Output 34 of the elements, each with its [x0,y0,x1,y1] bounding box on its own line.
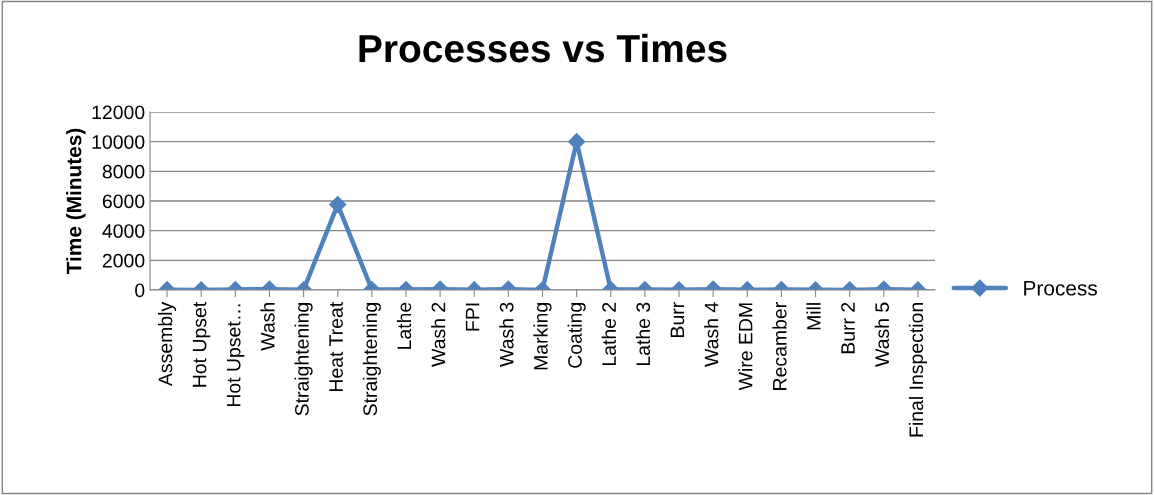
x-tick-label: Wash 3 [499,302,514,367]
legend-label: Process [1024,281,1097,296]
x-tick-label: Burr 2 [841,302,855,354]
x-tick-label: Lathe 3 [635,302,651,366]
x-tick-label: FPI [465,303,480,331]
x-tick-label: Marking [533,303,552,370]
y-tick-label: 2000 [102,253,145,268]
x-tick-label: Burr [670,302,685,337]
x-tick-label: Wash [260,303,275,351]
chart-title: Processes vs Times [359,33,727,63]
y-tick-label: 10000 [92,135,145,149]
x-tick-label: Straightening [294,303,313,416]
x-tick-label: Straightening [362,303,381,416]
x-tick-label: Final Inspection [908,303,927,437]
y-tick-label: 4000 [102,224,145,238]
point [329,196,347,214]
x-tick-label: Recamber [772,302,787,390]
y-axis-title: Time (Minutes) [66,128,86,275]
x-tick-label: Lathe [396,302,412,349]
y-tick-label: 12000 [92,105,145,120]
y-tick-label: 8000 [102,164,145,179]
x-tick-label: Wire EDM [738,303,753,391]
x-tick-label: Hot Upset… [226,304,245,407]
x-tick-label: Mill [806,303,821,330]
x-tick-label: Heat Treat [329,301,343,391]
x-tick-label: Lathe 2 [601,302,616,366]
x-tick-label: Coating [567,303,586,368]
y-tick-label: 6000 [102,194,145,209]
x-tick-label: Wash 2 [431,302,446,367]
y-tick-label: 0 [135,283,145,298]
x-tick-label: Wash 4 [704,302,719,367]
x-tick-label: Assembly [158,301,177,387]
x-tick-label: Hot Upset [192,301,211,387]
x-tick-label: Wash 5 [874,302,890,367]
